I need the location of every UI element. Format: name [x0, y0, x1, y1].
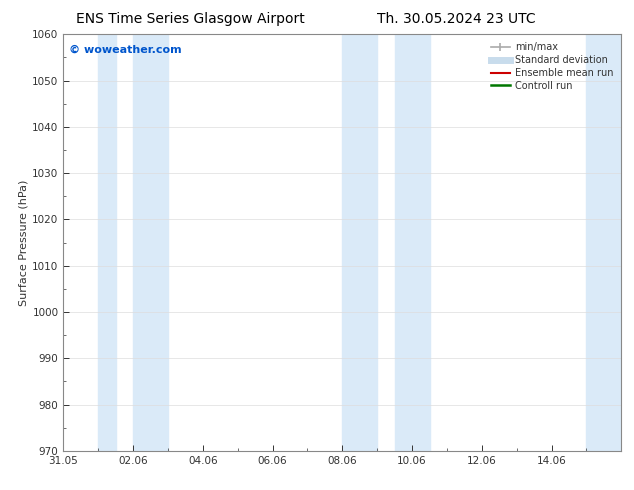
Bar	[394, 34, 429, 451]
Bar	[98, 34, 116, 451]
Bar	[133, 34, 168, 451]
Legend: min/max, Standard deviation, Ensemble mean run, Controll run: min/max, Standard deviation, Ensemble me…	[488, 39, 616, 94]
Y-axis label: Surface Pressure (hPa): Surface Pressure (hPa)	[18, 179, 28, 306]
Text: ENS Time Series Glasgow Airport: ENS Time Series Glasgow Airport	[76, 12, 304, 26]
Text: Th. 30.05.2024 23 UTC: Th. 30.05.2024 23 UTC	[377, 12, 536, 26]
Bar	[342, 34, 377, 451]
Text: © woweather.com: © woweather.com	[69, 45, 181, 55]
Bar	[586, 34, 621, 451]
